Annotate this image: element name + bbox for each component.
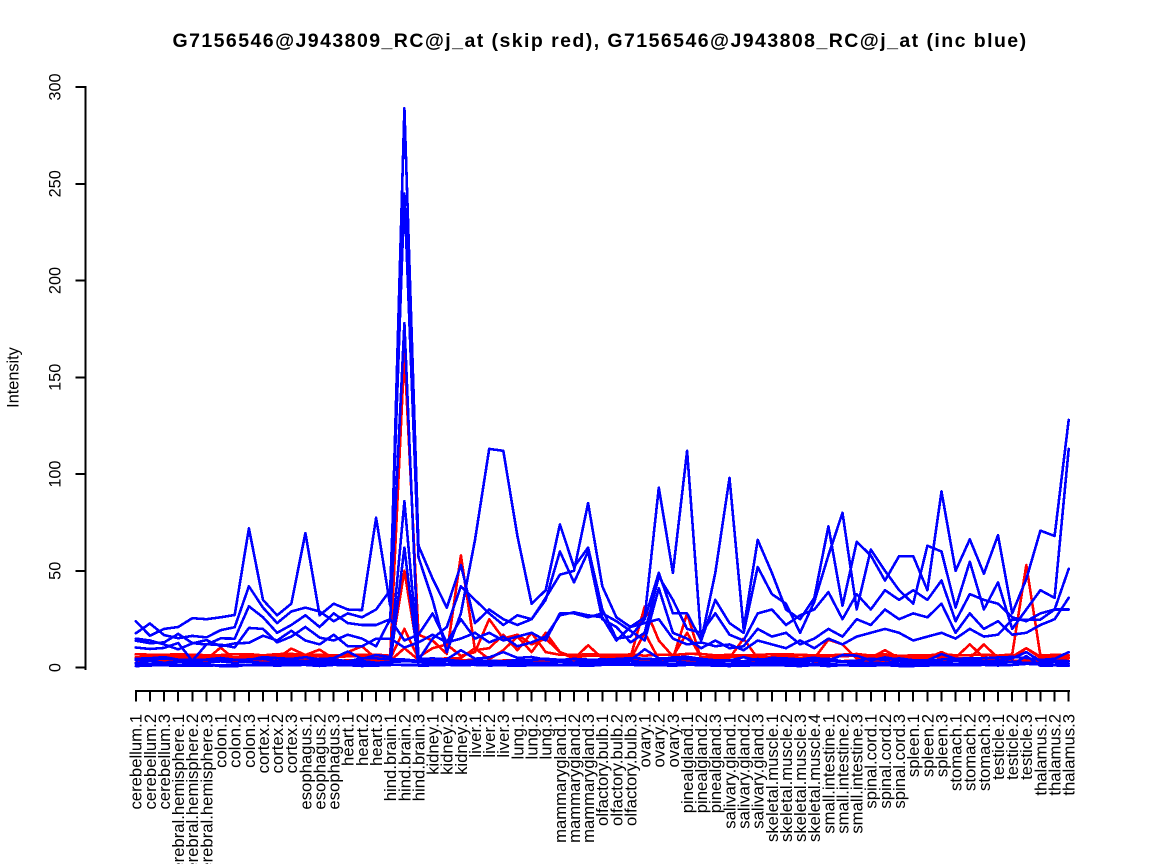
svg-text:liver.2: liver.2 (480, 714, 499, 758)
svg-text:Intensity: Intensity (5, 346, 23, 407)
svg-text:cortex.3: cortex.3 (282, 714, 301, 773)
svg-text:kidney.3: kidney.3 (452, 714, 471, 775)
svg-text:cerebellum.3: cerebellum.3 (155, 714, 174, 810)
svg-text:thalamus.1: thalamus.1 (1031, 714, 1050, 796)
svg-text:cerebellum.2: cerebellum.2 (141, 714, 160, 810)
svg-text:lung.1: lung.1 (508, 714, 527, 759)
svg-text:salivary.gland.2: salivary.gland.2 (735, 714, 754, 829)
svg-text:cerebellum.1: cerebellum.1 (127, 714, 146, 810)
svg-text:thalamus.3: thalamus.3 (1060, 714, 1079, 796)
svg-text:pinealgland.1: pinealgland.1 (678, 714, 697, 813)
svg-text:hind.brain.3: hind.brain.3 (409, 714, 428, 801)
svg-text:skeletal.muscle.1: skeletal.muscle.1 (763, 714, 782, 842)
svg-text:stomach.1: stomach.1 (947, 714, 966, 791)
svg-text:spleen.1: spleen.1 (904, 714, 923, 777)
svg-text:cerebral.hemisphere.2: cerebral.hemisphere.2 (183, 714, 202, 864)
svg-text:stomach.2: stomach.2 (961, 714, 980, 791)
svg-text:cortex.2: cortex.2 (268, 714, 287, 773)
svg-text:ovary.3: ovary.3 (664, 714, 683, 767)
svg-text:esophagus.3: esophagus.3 (325, 714, 344, 810)
svg-text:spinal.cord.2: spinal.cord.2 (876, 714, 895, 809)
svg-text:0: 0 (47, 663, 65, 672)
svg-text:spleen.3: spleen.3 (932, 714, 951, 777)
svg-text:G7156546@J943809_RC@j_at (skip: G7156546@J943809_RC@j_at (skip red), G71… (172, 30, 1027, 52)
svg-text:pinealgland.3: pinealgland.3 (706, 714, 725, 813)
svg-text:heart.1: heart.1 (339, 714, 358, 766)
svg-text:heart.3: heart.3 (367, 714, 386, 766)
svg-text:skeletal.muscle.3: skeletal.muscle.3 (791, 714, 810, 842)
svg-text:100: 100 (47, 461, 65, 488)
svg-text:ovary.1: ovary.1 (636, 714, 655, 767)
svg-text:cerebral.hemisphere.3: cerebral.hemisphere.3 (197, 714, 216, 864)
svg-text:colon.2: colon.2 (226, 714, 245, 768)
svg-text:mammarygland.2: mammarygland.2 (565, 714, 584, 843)
svg-text:hind.brain.1: hind.brain.1 (381, 714, 400, 801)
svg-text:small.intestine.1: small.intestine.1 (819, 714, 838, 834)
svg-text:colon.1: colon.1 (212, 714, 231, 768)
svg-text:50: 50 (47, 562, 65, 580)
svg-text:200: 200 (47, 267, 65, 294)
svg-text:spleen.2: spleen.2 (918, 714, 937, 777)
svg-text:skeletal.muscle.4: skeletal.muscle.4 (805, 714, 824, 842)
svg-text:250: 250 (47, 170, 65, 197)
svg-text:lung.2: lung.2 (523, 714, 542, 759)
svg-text:spinal.cord.1: spinal.cord.1 (862, 714, 881, 809)
svg-text:thalamus.2: thalamus.2 (1046, 714, 1065, 796)
svg-text:cerebral.hemisphere.1: cerebral.hemisphere.1 (169, 714, 188, 864)
svg-text:300: 300 (47, 73, 65, 100)
svg-text:salivary.gland.1: salivary.gland.1 (720, 714, 739, 829)
svg-text:skeletal.muscle.2: skeletal.muscle.2 (777, 714, 796, 842)
svg-text:mammarygland.3: mammarygland.3 (579, 714, 598, 843)
svg-text:lung.3: lung.3 (537, 714, 556, 759)
svg-text:small.intestine.3: small.intestine.3 (848, 714, 867, 834)
svg-text:liver.3: liver.3 (494, 714, 513, 758)
svg-text:kidney.2: kidney.2 (438, 714, 457, 775)
svg-text:cortex.1: cortex.1 (254, 714, 273, 773)
svg-text:kidney.1: kidney.1 (424, 714, 443, 775)
svg-text:mammarygland.1: mammarygland.1 (551, 714, 570, 843)
svg-text:ovary.2: ovary.2 (650, 714, 669, 767)
svg-text:testicle.3: testicle.3 (1017, 714, 1036, 780)
svg-text:olfactory.bulb.2: olfactory.bulb.2 (607, 714, 626, 826)
svg-text:heart.2: heart.2 (353, 714, 372, 766)
svg-text:liver.1: liver.1 (466, 714, 485, 758)
svg-text:testicle.2: testicle.2 (1003, 714, 1022, 780)
svg-text:spinal.cord.3: spinal.cord.3 (890, 714, 909, 809)
svg-text:esophagus.2: esophagus.2 (311, 714, 330, 810)
svg-text:hind.brain.2: hind.brain.2 (395, 714, 414, 801)
svg-text:olfactory.bulb.1: olfactory.bulb.1 (593, 714, 612, 826)
svg-text:testicle.1: testicle.1 (989, 714, 1008, 780)
svg-text:salivary.gland.3: salivary.gland.3 (749, 714, 768, 829)
svg-text:150: 150 (47, 364, 65, 391)
svg-text:pinealgland.2: pinealgland.2 (692, 714, 711, 813)
svg-text:olfactory.bulb.3: olfactory.bulb.3 (621, 714, 640, 826)
svg-text:small.intestine.2: small.intestine.2 (833, 714, 852, 834)
svg-text:esophagus.1: esophagus.1 (296, 714, 315, 810)
svg-text:stomach.3: stomach.3 (975, 714, 994, 791)
svg-text:colon.3: colon.3 (240, 714, 259, 768)
